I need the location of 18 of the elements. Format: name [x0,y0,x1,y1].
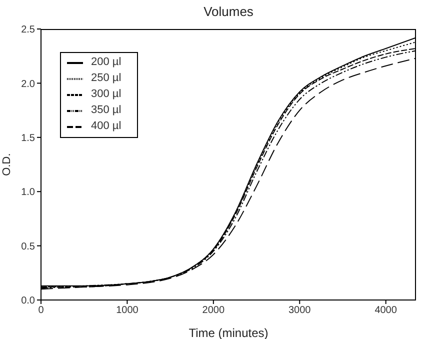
legend-label: 400 µl [91,120,122,132]
x-tick-label: 2000 [202,305,225,316]
legend-label: 200 µl [91,56,122,68]
x-tick-label: 3000 [288,305,312,316]
x-tick-label: 0 [38,305,44,316]
y-tick-label: 0.0 [21,296,36,307]
y-axis-title: O.D. [0,153,13,176]
y-tick-label: 0.5 [21,241,36,252]
legend-label: 300 µl [91,88,122,100]
x-tick-label: 4000 [374,305,398,316]
y-tick-label: 1.5 [21,132,36,144]
legend-label: 250 µl [91,72,122,84]
y-tick-label: 2.0 [21,78,36,90]
y-tick-label: 1.0 [21,187,36,198]
legend-label: 350 µl [91,104,122,116]
y-tick-label: 2.5 [21,24,36,36]
x-tick-label: 1000 [116,305,139,316]
chart-title: Volumes [202,4,254,19]
